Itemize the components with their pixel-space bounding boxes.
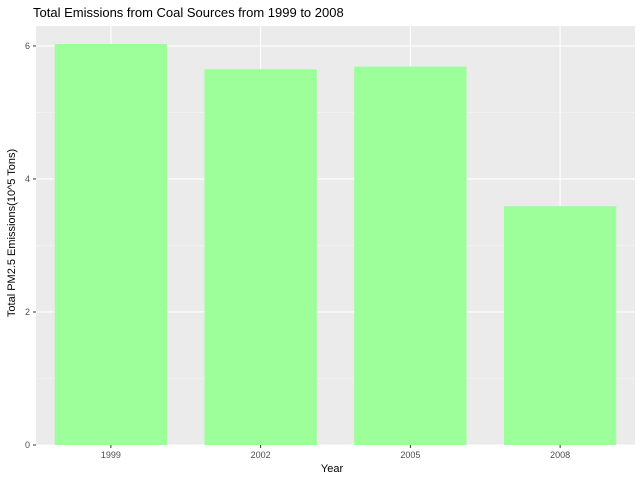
x-axis-ticks: 1999 2002 2005 2008 xyxy=(101,445,570,460)
x-tick-label: 2008 xyxy=(550,450,570,460)
x-axis-title: Year xyxy=(321,463,344,475)
chart-title: Total Emissions from Coal Sources from 1… xyxy=(33,5,344,20)
x-tick-label: 2002 xyxy=(251,450,271,460)
y-tick-label: 4 xyxy=(25,174,30,184)
x-tick-label: 2005 xyxy=(400,450,420,460)
bar-2008 xyxy=(503,206,617,445)
y-axis-title: Total PM2.5 Emissions(10^5 Tons) xyxy=(6,149,18,317)
bar-2005 xyxy=(354,66,467,446)
bars xyxy=(54,43,617,446)
y-tick-label: 2 xyxy=(25,307,30,317)
bar-1999 xyxy=(54,43,168,445)
y-tick-label: 0 xyxy=(25,440,30,450)
y-axis-ticks: 0 2 4 6 xyxy=(25,41,36,450)
y-tick-label: 6 xyxy=(25,41,30,51)
bar-2002 xyxy=(204,69,317,445)
x-tick-label: 1999 xyxy=(101,450,121,460)
